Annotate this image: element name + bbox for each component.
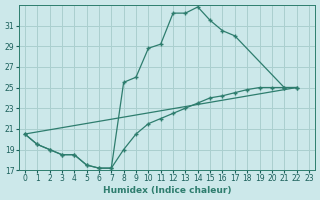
X-axis label: Humidex (Indice chaleur): Humidex (Indice chaleur) xyxy=(103,186,231,195)
